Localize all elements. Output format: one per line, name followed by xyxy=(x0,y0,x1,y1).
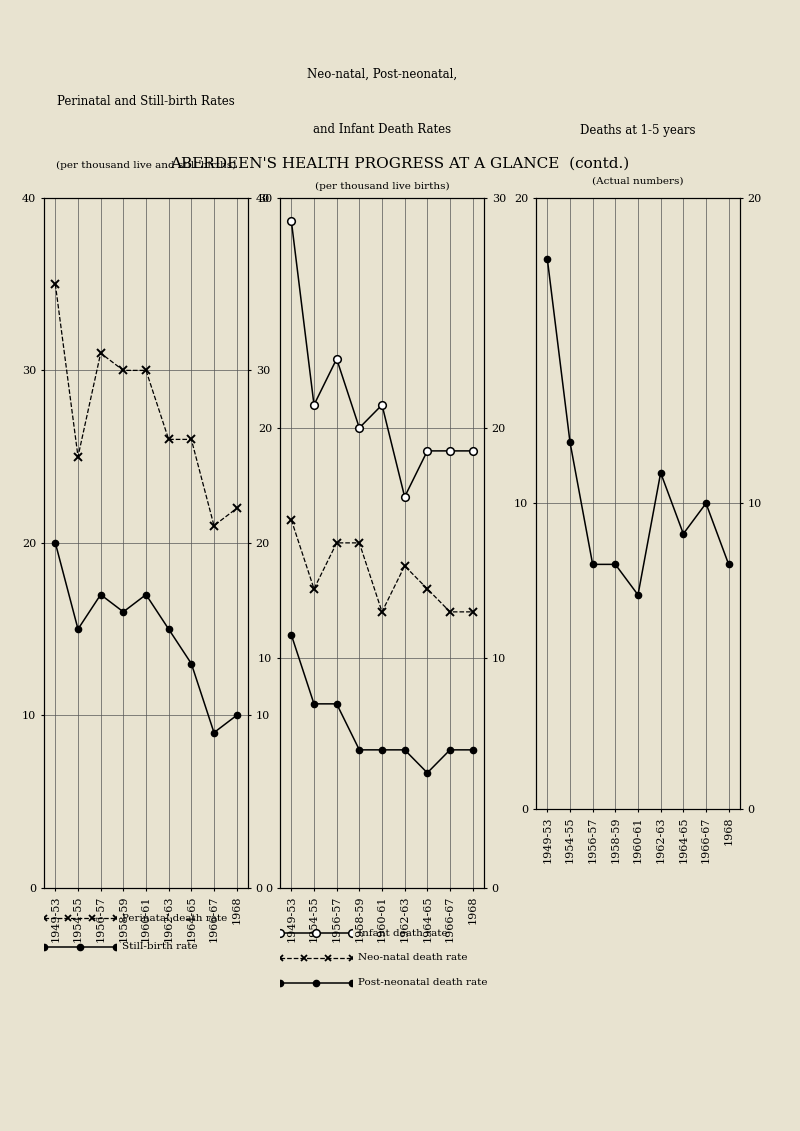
Text: Post-neonatal death rate: Post-neonatal death rate xyxy=(358,978,488,987)
Text: (Actual numbers): (Actual numbers) xyxy=(592,176,684,185)
Text: Perinatal death rate: Perinatal death rate xyxy=(122,914,228,923)
Text: and Infant Death Rates: and Infant Death Rates xyxy=(313,123,451,136)
Text: Deaths at 1-5 years: Deaths at 1-5 years xyxy=(580,124,696,137)
Text: Still-birth rate: Still-birth rate xyxy=(122,942,198,951)
Text: Perinatal and Still-birth Rates: Perinatal and Still-birth Rates xyxy=(57,95,235,109)
Text: ABERDEEN'S HEALTH PROGRESS AT A GLANCE  (contd.): ABERDEEN'S HEALTH PROGRESS AT A GLANCE (… xyxy=(170,157,630,171)
Text: Infant death rate: Infant death rate xyxy=(358,929,448,938)
Text: Neo-natal death rate: Neo-natal death rate xyxy=(358,953,468,962)
Text: Neo-natal, Post-neonatal,: Neo-natal, Post-neonatal, xyxy=(307,68,457,80)
Text: (per thousand live births): (per thousand live births) xyxy=(314,182,450,191)
Text: (per thousand live and still births): (per thousand live and still births) xyxy=(56,162,236,171)
